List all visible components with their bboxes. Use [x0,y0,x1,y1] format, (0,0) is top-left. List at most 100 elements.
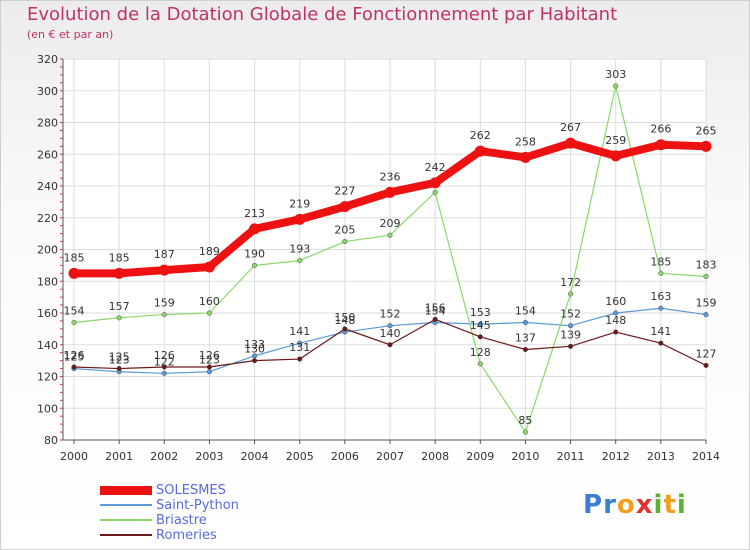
data-point-briastre [387,232,393,238]
y-tick-label: 240 [37,180,58,193]
data-label-briastre: 190 [244,247,265,260]
data-label-solesmes: 189 [199,245,220,258]
y-tick-label: 200 [37,244,58,257]
data-label-saint-python: 154 [425,305,446,318]
data-label-briastre: 85 [518,414,532,427]
legend-label: Briastre [156,513,207,528]
data-point-saint-python [658,305,664,311]
data-label-romeries: 131 [289,341,310,354]
data-point-solesmes [158,264,170,276]
data-label-briastre: 185 [650,255,671,268]
data-label-briastre: 183 [696,258,717,271]
data-point-solesmes [203,261,215,273]
data-point-briastre [71,319,77,326]
legend-label: Romeries [156,528,217,543]
proxiti-logo: Proxiti [583,490,687,520]
logo-letter: r [603,490,617,520]
data-label-briastre: 159 [154,297,175,310]
logo-letter: i [676,490,687,520]
data-label-saint-python: 125 [64,351,85,364]
data-label-saint-python: 152 [560,308,581,321]
logo-letter: i [653,490,664,520]
data-point-solesmes [519,151,531,163]
x-tick-label: 2003 [195,450,223,463]
logo-letter: t [663,490,677,520]
data-point-romeries [387,342,393,348]
data-point-saint-python [206,369,212,375]
x-tick-label: 2012 [602,450,630,463]
data-point-solesmes [700,140,712,152]
data-label-briastre: 160 [199,295,220,308]
data-label-romeries: 141 [650,325,671,338]
data-point-romeries [522,346,528,353]
data-label-romeries: 125 [109,351,130,364]
data-label-solesmes: 185 [109,251,130,264]
data-point-romeries [703,362,709,368]
x-tick-label: 2002 [150,450,178,463]
legend-swatch [100,519,152,521]
y-tick-label: 280 [37,117,58,130]
data-label-saint-python: 159 [696,297,717,310]
x-tick-label: 2009 [466,450,494,463]
data-label-romeries: 126 [154,349,175,362]
data-point-romeries [206,364,212,370]
data-point-solesmes [113,267,125,279]
data-label-solesmes: 236 [380,170,401,183]
data-label-briastre: 303 [605,68,626,81]
data-label-briastre: 128 [470,346,491,359]
data-label-romeries: 137 [515,332,536,345]
data-label-solesmes: 262 [470,129,491,142]
x-tick-label: 2014 [692,450,720,463]
data-point-briastre [116,315,122,321]
data-point-solesmes [474,145,486,157]
data-label-saint-python: 133 [244,338,265,351]
data-label-romeries: 139 [560,328,581,341]
data-label-romeries: 156 [425,301,446,314]
x-tick-label: 2008 [421,450,449,463]
data-label-briastre: 157 [109,300,130,313]
data-label-saint-python: 152 [380,308,401,321]
x-tick-label: 2006 [331,450,359,463]
data-point-romeries [161,364,167,370]
y-tick-label: 100 [37,402,58,415]
data-point-briastre [703,273,709,280]
data-point-briastre [297,258,303,264]
data-point-briastre [206,310,212,316]
data-label-romeries: 150 [334,311,355,324]
y-tick-label: 320 [37,53,58,66]
data-point-saint-python [387,323,393,329]
y-tick-label: 120 [37,371,58,384]
data-point-romeries [568,343,574,349]
data-label-solesmes: 242 [425,161,446,174]
data-point-solesmes [68,267,80,279]
data-label-saint-python: 163 [650,290,671,303]
data-point-solesmes [339,201,351,213]
chart-subtitle: (en € et par an) [27,28,114,41]
data-point-saint-python [161,370,167,376]
y-tick-label: 80 [44,434,58,447]
data-label-briastre: 172 [560,276,581,289]
data-label-briastre: 193 [289,243,310,256]
data-label-saint-python: 123 [199,354,220,367]
y-tick-label: 160 [37,307,58,320]
data-point-romeries [342,326,348,332]
data-point-solesmes [610,150,622,162]
data-point-saint-python [297,340,303,346]
data-label-romeries: 126 [64,349,85,362]
data-point-romeries [613,329,619,335]
data-point-saint-python [613,310,619,316]
legend-label: Saint-Python [156,498,239,513]
x-tick-label: 2013 [647,450,675,463]
legend-swatch [100,534,152,536]
chart-title: Evolution de la Dotation Globale de Fonc… [27,4,618,25]
data-label-solesmes: 259 [605,134,626,147]
data-point-solesmes [249,223,261,235]
data-point-solesmes [294,213,306,225]
data-point-romeries [252,358,258,364]
data-label-solesmes: 258 [515,135,536,148]
data-point-romeries [477,334,483,340]
data-label-romeries: 126 [199,349,220,362]
x-tick-label: 2000 [60,450,88,463]
data-label-briastre: 205 [334,224,355,237]
